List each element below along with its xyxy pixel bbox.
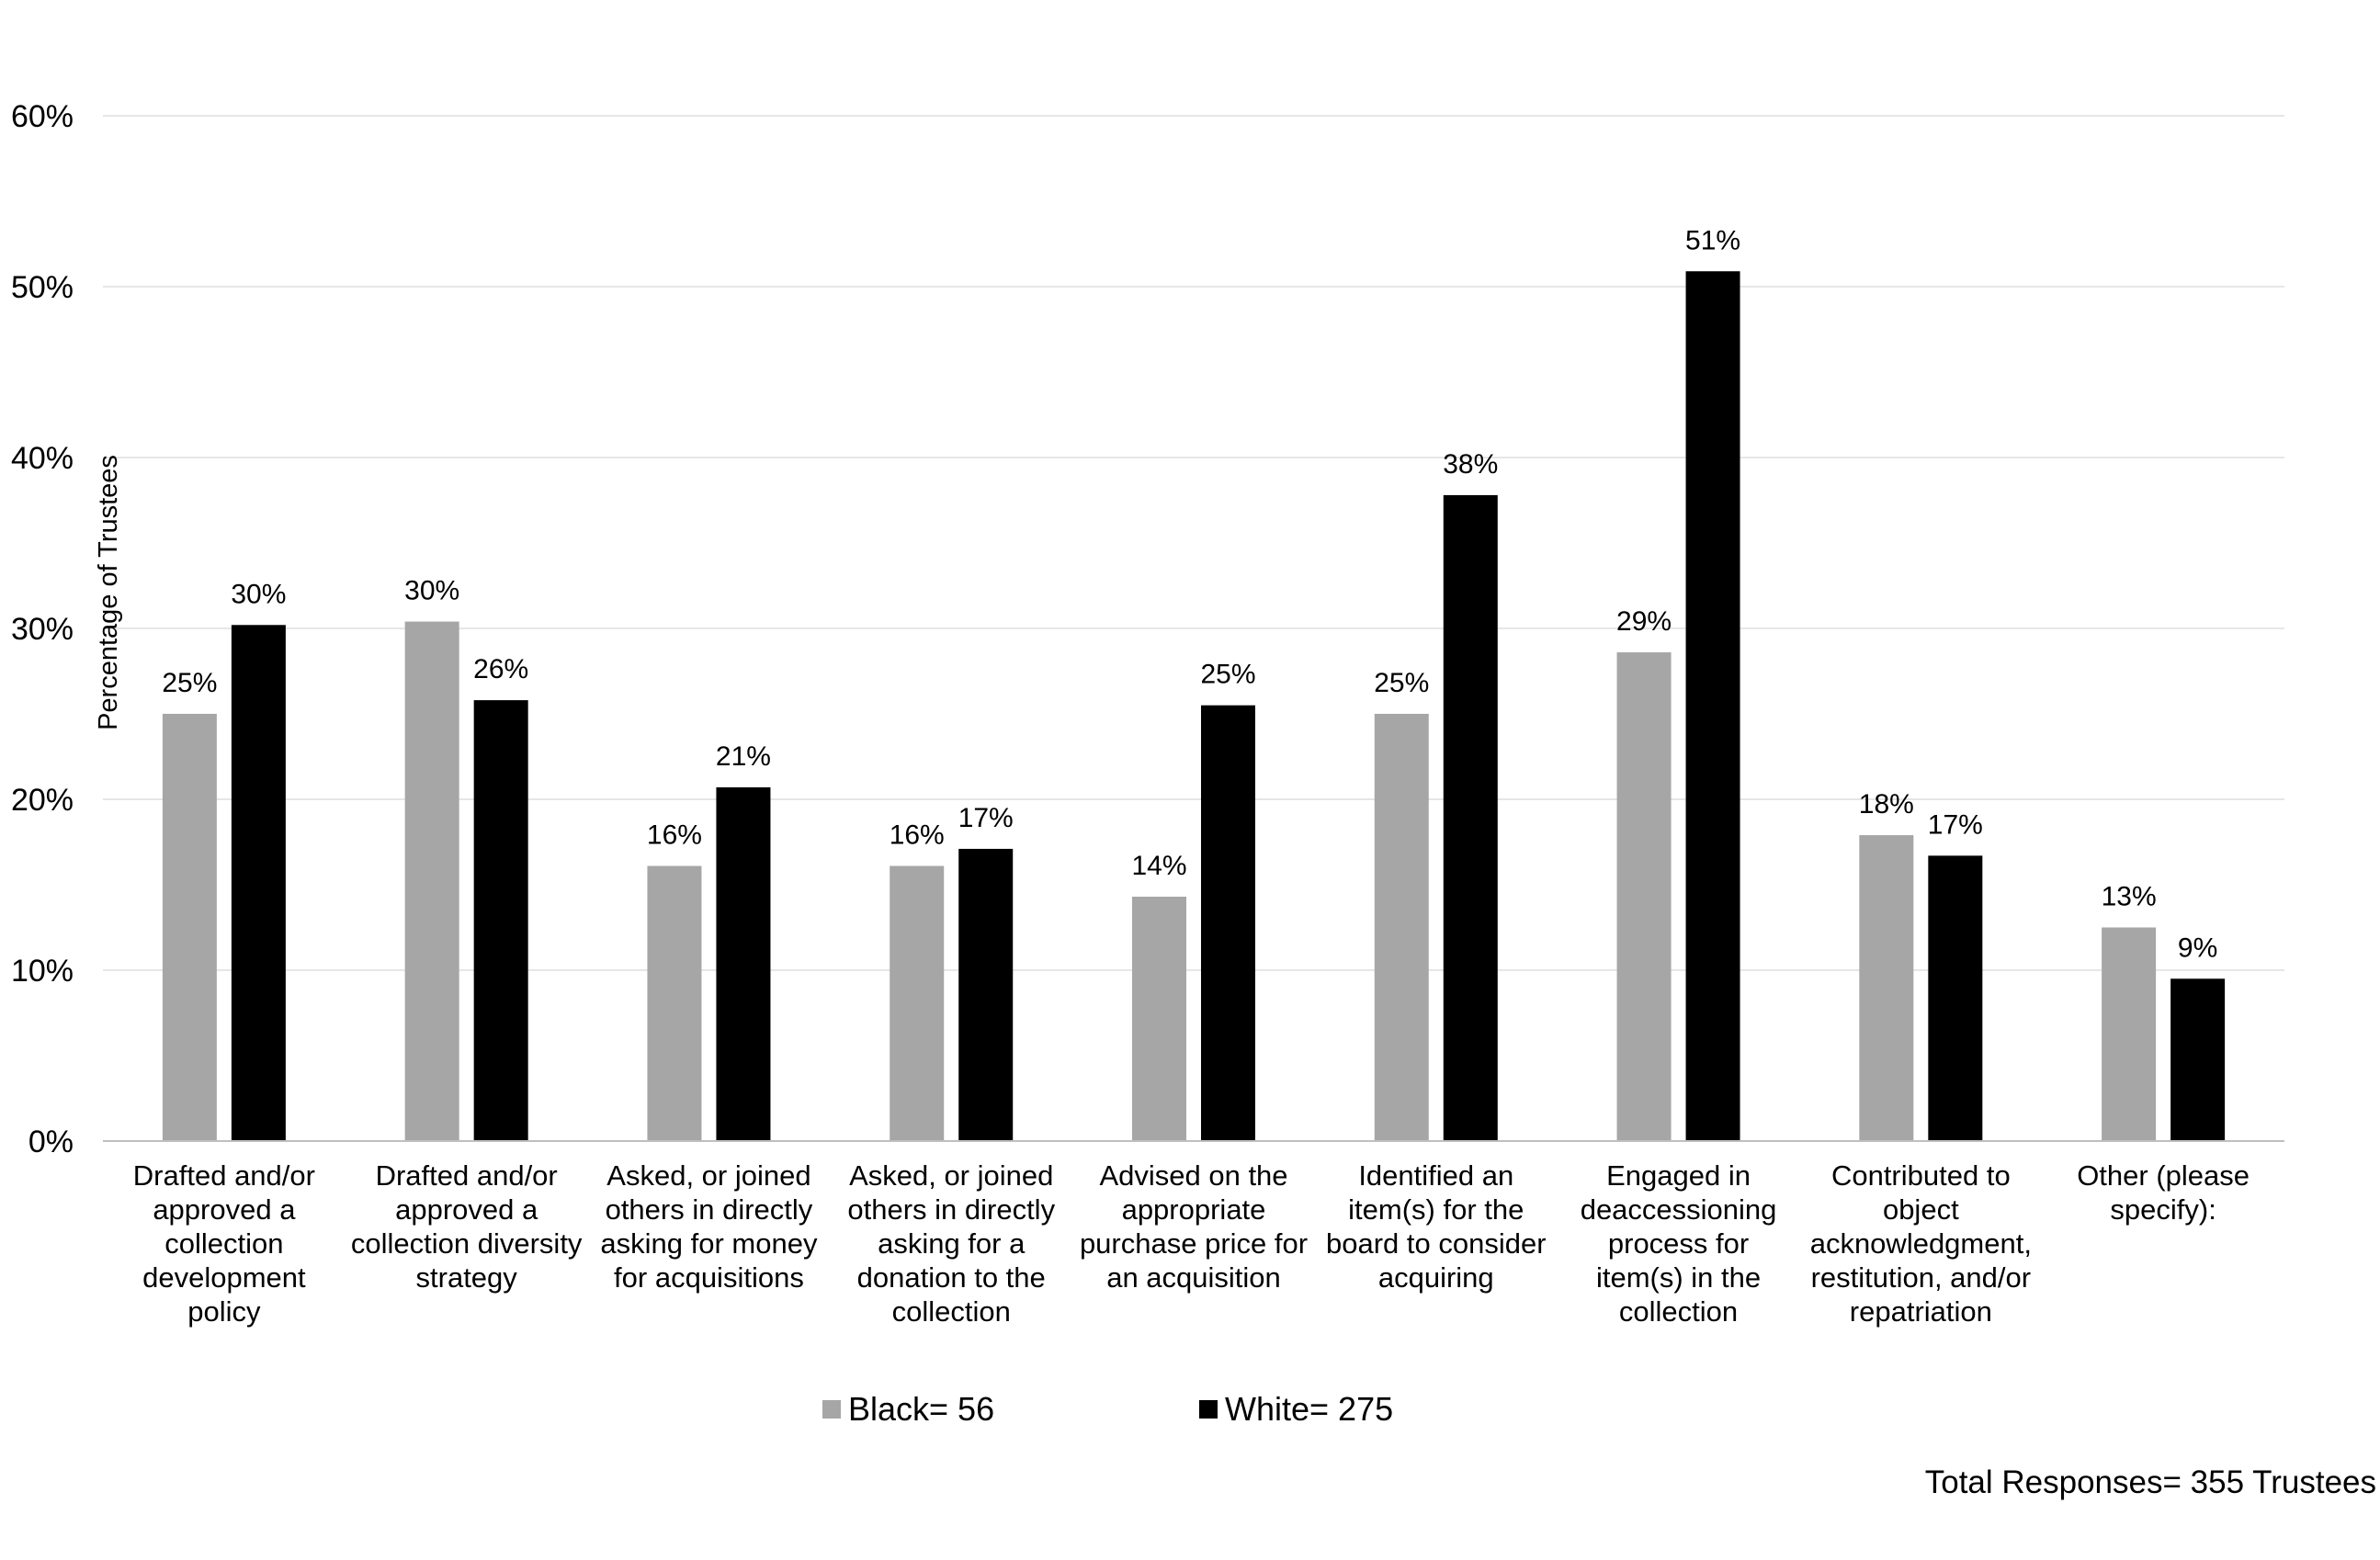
y-tick-label: 60%: [11, 99, 74, 134]
bar-black: [1616, 652, 1672, 1141]
bar-white: [958, 848, 1014, 1141]
data-label: 25%: [1200, 660, 1255, 690]
y-axis-title: Percentage of Trustees: [94, 455, 123, 730]
bar-white: [1685, 271, 1740, 1141]
data-label: 13%: [2102, 882, 2157, 912]
legend-label: White= 275: [1225, 1390, 1393, 1428]
category-label: Drafted and/or approved a collection diver…: [351, 1159, 583, 1294]
y-tick-label: 30%: [11, 612, 74, 647]
data-labels: 25% 30% 30% 26% 16% 21% 16% 17% 14% 25% 25% 38% 29% 5…: [162, 225, 2217, 963]
bars: [162, 271, 2226, 1141]
data-label: 17%: [958, 803, 1014, 833]
y-tick-label: 0%: [28, 1125, 74, 1159]
category-label: Identified an item(s) for the board to con…: [1326, 1159, 1547, 1294]
bar-black: [647, 865, 702, 1141]
legend-label: Black= 56: [848, 1390, 994, 1428]
data-label: 16%: [647, 820, 702, 851]
category-label: Engaged in deaccessioning process for item(…: [1581, 1159, 1777, 1328]
bar-white: [1201, 705, 1255, 1141]
data-label: 38%: [1443, 449, 1498, 480]
y-tick-label: 40%: [11, 441, 74, 476]
category-label: Drafted and/or approved a collection develo…: [133, 1159, 315, 1328]
category-labels: Drafted and/or approved a collection develo…: [133, 1159, 2250, 1328]
y-tick-label: 50%: [11, 270, 74, 305]
bar-black: [1374, 714, 1429, 1141]
data-label: 25%: [1374, 668, 1429, 698]
data-label: 30%: [404, 576, 459, 606]
gridlines: [103, 115, 2284, 971]
bar-black: [890, 865, 945, 1141]
data-label: 18%: [1859, 789, 1914, 820]
bar-white: [1928, 855, 1983, 1141]
y-tick-label: 20%: [11, 783, 74, 818]
category-label: Advised on the appropriate purchase price …: [1080, 1159, 1308, 1294]
category-label: Contributed to object acknowledgment, resti…: [1810, 1159, 2032, 1328]
legend-swatch: [822, 1400, 841, 1419]
data-label: 30%: [231, 579, 286, 609]
bar-white: [231, 625, 286, 1141]
data-label: 21%: [716, 741, 771, 772]
bar-white: [473, 700, 528, 1141]
category-label: Asked, or joined others in directly asking…: [600, 1159, 818, 1294]
data-label: 26%: [473, 654, 528, 684]
legend: Black= 56 White= 275: [822, 1390, 1393, 1428]
data-label: 25%: [162, 668, 217, 698]
legend-swatch: [1199, 1400, 1218, 1419]
data-label: 17%: [1928, 809, 1983, 840]
bar-black: [404, 621, 459, 1141]
bar-white: [716, 786, 771, 1141]
data-label: 51%: [1685, 225, 1740, 255]
bar-white: [1443, 494, 1498, 1141]
bar-black: [1859, 835, 1914, 1141]
data-label: 16%: [890, 820, 945, 851]
bar-white: [2170, 978, 2226, 1141]
y-tick-label: 10%: [11, 954, 74, 989]
y-axis-tick-labels: 0% 10% 20% 30% 40% 50% 60%: [11, 99, 74, 1159]
category-label: Asked, or joined others in directly asking…: [847, 1159, 1055, 1328]
bar-black: [162, 714, 217, 1141]
data-label: 9%: [2178, 933, 2217, 963]
data-label: 14%: [1131, 851, 1186, 881]
total-responses-note: Total Responses= 355 Trustees: [1925, 1464, 2376, 1500]
category-label: Other (please specify):: [2077, 1159, 2250, 1226]
data-label: 29%: [1616, 606, 1672, 637]
bar-black: [1132, 897, 1186, 1141]
bar-black: [2102, 927, 2157, 1141]
